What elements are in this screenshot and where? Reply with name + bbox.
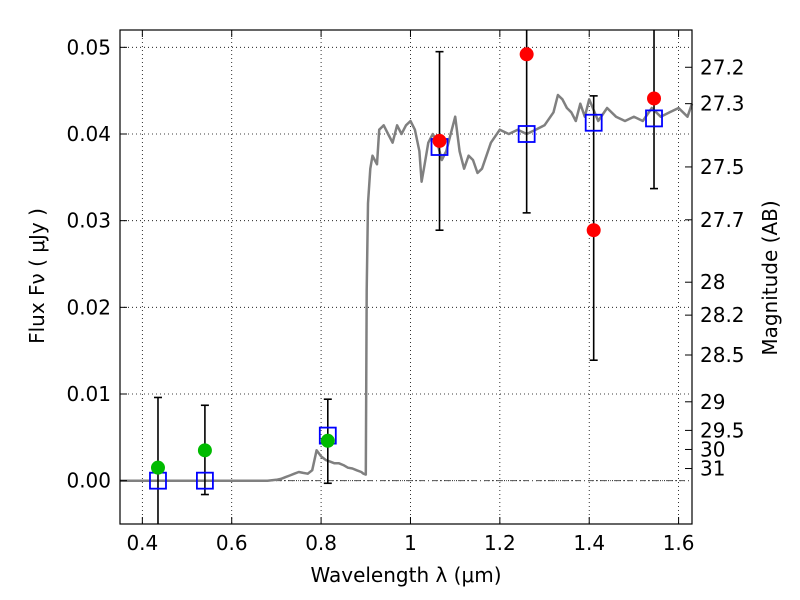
x-axis-ticks: 0.4 0.6 0.8 1 1.2 1.4 1.6 [126,30,695,555]
y-axis-ticks: 0.00 0.01 0.02 0.03 0.04 0.05 [66,35,127,493]
magnitude-tick-label: 30 [700,437,725,461]
magnitude-tick-label: 31 [700,457,725,481]
magnitude-tick-label: 29 [700,390,725,414]
y-tick-label: 0.03 [66,209,111,233]
observed-point-red [519,47,534,62]
observed-point-green [320,433,335,448]
observed-point-red [647,91,662,106]
magnitude-tick-label: 29.5 [700,418,745,442]
observed-point-red [586,223,601,238]
magnitude-tick-label: 28.2 [700,303,745,327]
model-point [584,113,603,132]
observed-point-green [197,443,212,458]
spectrum-series [120,93,694,482]
magnitude-tick-label: 27.3 [700,92,745,116]
y-tick-label: 0.02 [66,295,111,319]
model-point [517,125,536,143]
y-tick-label: 0.00 [66,469,111,493]
x-tick-label: 1.4 [573,531,605,555]
x-tick-label: 1.2 [484,531,516,555]
x-tick-label: 0.6 [216,531,248,555]
magnitude-axis-label: Magnitude (AB) [758,200,782,355]
x-axis-label: Wavelength λ (μm) [310,563,501,587]
observed-points-series [150,47,662,475]
y-axis-label: Flux Fν ( μJy ) [25,208,49,344]
magnitude-tick-label: 28.5 [700,343,745,367]
magnitude-tick-label: 27.5 [700,155,745,179]
observed-point-red [432,133,447,148]
grid-lines [120,30,692,524]
plot-frame [119,29,693,525]
y-tick-label: 0.04 [66,122,111,146]
model-point [645,109,663,128]
magnitude-tick-label: 27.2 [700,55,745,79]
x-tick-label: 0.4 [126,531,158,555]
magnitude-tick-label: 28 [700,270,725,294]
model-point [196,471,214,490]
observed-point-green [150,460,165,475]
x-tick-label: 0.8 [305,531,337,555]
y-tick-label: 0.01 [66,382,111,406]
magnitude-tick-label: 27.7 [700,208,745,232]
x-tick-label: 1.6 [663,531,695,555]
x-tick-label: 1 [404,531,417,555]
y-tick-label: 0.05 [66,35,111,59]
spectrum-line [120,93,694,482]
